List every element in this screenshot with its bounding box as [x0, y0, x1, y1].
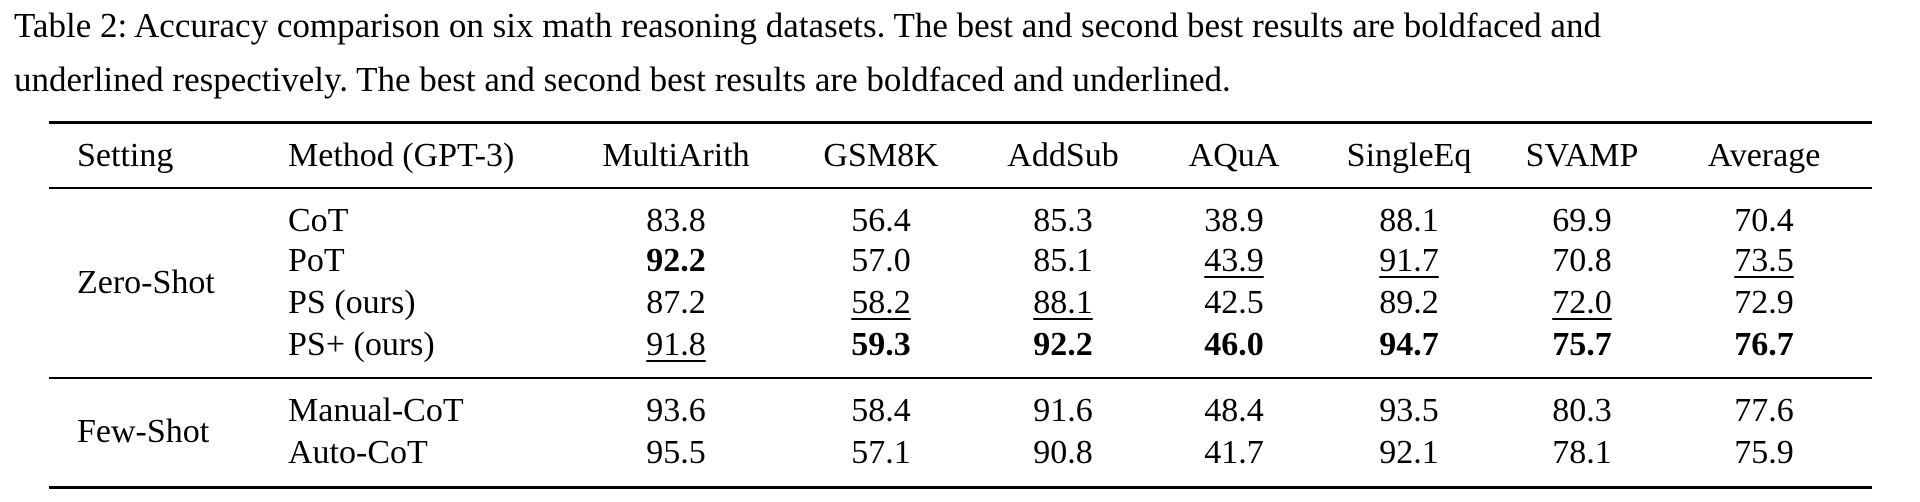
- method-name: Auto-CoT: [288, 434, 428, 471]
- score-cell: 94.7: [1379, 326, 1439, 363]
- score-cell: 75.9: [1734, 434, 1794, 471]
- score-cell: 85.3: [1033, 202, 1093, 239]
- score-cell: 93.5: [1379, 392, 1439, 429]
- score-cell: 72.0: [1552, 284, 1612, 321]
- score-cell: 58.4: [851, 392, 911, 429]
- score-cell: 89.2: [1379, 284, 1439, 321]
- method-name: CoT: [288, 202, 349, 239]
- caption-line: Table 2: Accuracy comparison on six math…: [14, 6, 1601, 45]
- score-cell: 70.8: [1552, 242, 1612, 279]
- group-rule: [49, 377, 1872, 379]
- caption-line: underlined respectively. The best and se…: [14, 60, 1231, 99]
- score-cell: 87.2: [646, 284, 706, 321]
- score-cell: 92.2: [1033, 326, 1093, 363]
- column-header: MultiArith: [602, 137, 750, 174]
- score-cell: 43.9: [1204, 242, 1264, 279]
- method-name: PS+ (ours): [288, 326, 435, 363]
- header-rule: [49, 187, 1872, 189]
- score-cell: 57.0: [851, 242, 911, 279]
- column-header: SingleEq: [1346, 137, 1472, 174]
- score-cell: 85.1: [1033, 242, 1093, 279]
- score-cell: 93.6: [646, 392, 706, 429]
- score-cell: 73.5: [1734, 242, 1794, 279]
- bottom-rule: [49, 486, 1872, 489]
- score-cell: 59.3: [851, 326, 911, 363]
- score-cell: 70.4: [1734, 202, 1794, 239]
- column-header: AddSub: [1007, 137, 1119, 174]
- column-header: Method (GPT-3): [288, 137, 515, 174]
- score-cell: 41.7: [1204, 434, 1264, 471]
- score-cell: 77.6: [1734, 392, 1794, 429]
- score-cell: 58.2: [851, 284, 911, 321]
- column-header: GSM8K: [823, 137, 939, 174]
- column-header: Average: [1707, 137, 1821, 174]
- setting-label: Few-Shot: [77, 413, 210, 450]
- score-cell: 92.2: [646, 242, 706, 279]
- score-cell: 91.6: [1033, 392, 1093, 429]
- score-cell: 38.9: [1204, 202, 1264, 239]
- score-cell: 48.4: [1204, 392, 1264, 429]
- score-cell: 42.5: [1204, 284, 1264, 321]
- score-cell: 91.8: [646, 326, 706, 363]
- score-cell: 75.7: [1552, 326, 1612, 363]
- score-cell: 72.9: [1734, 284, 1794, 321]
- method-name: Manual-CoT: [288, 392, 464, 429]
- score-cell: 57.1: [851, 434, 911, 471]
- column-header: Setting: [77, 137, 174, 174]
- score-cell: 88.1: [1033, 284, 1093, 321]
- score-cell: 92.1: [1379, 434, 1439, 471]
- score-cell: 80.3: [1552, 392, 1612, 429]
- score-cell: 46.0: [1204, 326, 1264, 363]
- score-cell: 91.7: [1379, 242, 1439, 279]
- method-name: PS (ours): [288, 284, 416, 321]
- column-header: SVAMP: [1525, 137, 1639, 174]
- score-cell: 69.9: [1552, 202, 1612, 239]
- score-cell: 56.4: [851, 202, 911, 239]
- score-cell: 76.7: [1734, 326, 1794, 363]
- score-cell: 78.1: [1552, 434, 1612, 471]
- method-name: PoT: [288, 242, 345, 279]
- score-cell: 90.8: [1033, 434, 1093, 471]
- column-header: AQuA: [1188, 137, 1280, 174]
- score-cell: 95.5: [646, 434, 706, 471]
- score-cell: 88.1: [1379, 202, 1439, 239]
- score-cell: 83.8: [646, 202, 706, 239]
- setting-label: Zero-Shot: [77, 264, 215, 301]
- top-rule: [49, 121, 1872, 124]
